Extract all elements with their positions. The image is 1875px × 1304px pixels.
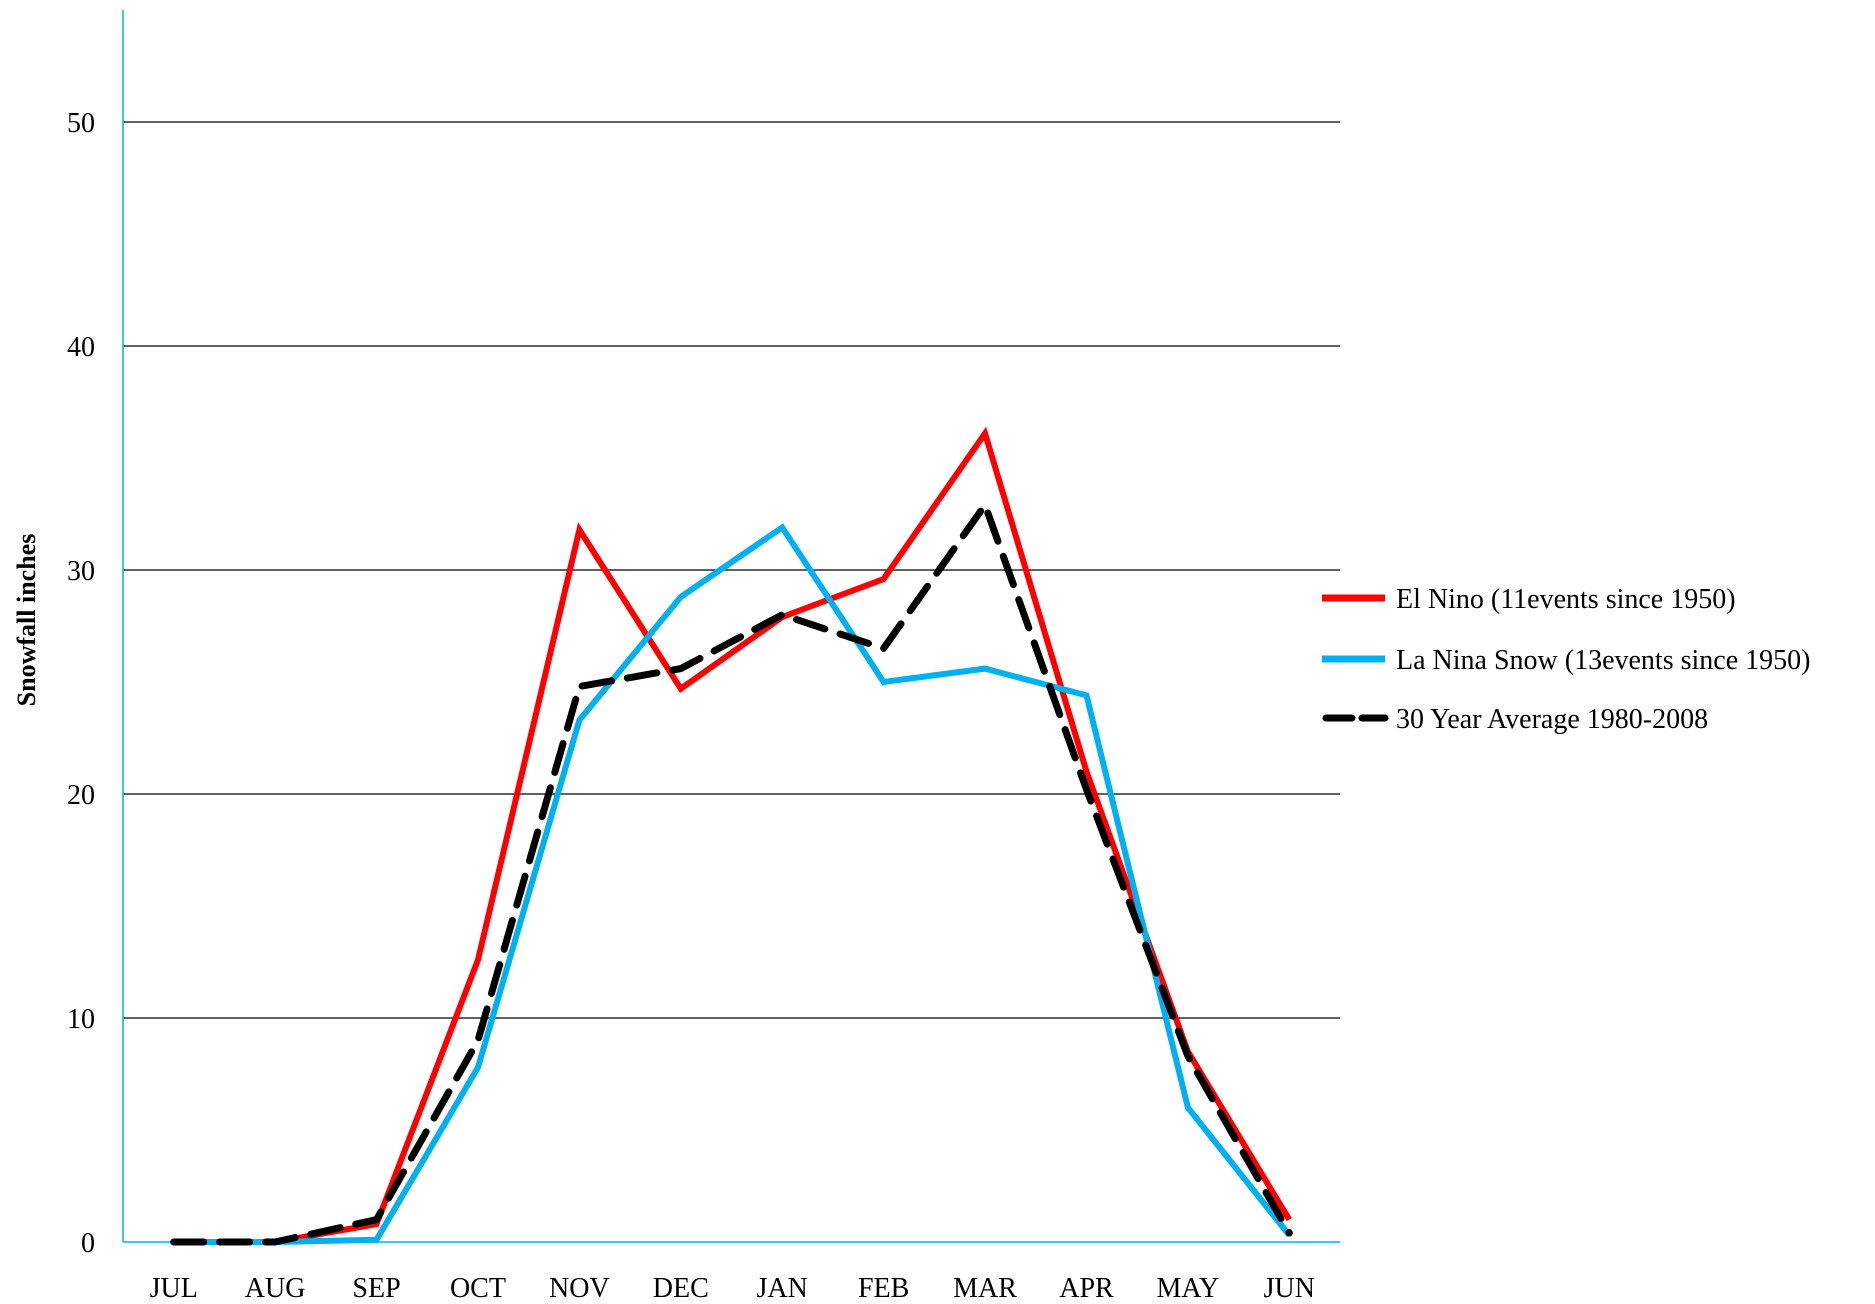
y-tick-label: 50 bbox=[67, 108, 95, 139]
x-tick-label: MAR bbox=[953, 1273, 1017, 1304]
series-lines bbox=[170, 426, 1293, 1246]
legend-label: La Nina Snow (13events since 1950) bbox=[1396, 645, 1810, 676]
legend: El Nino (11events since 1950) La Nina Sno… bbox=[1322, 584, 1810, 735]
y-tick-label: 40 bbox=[67, 332, 95, 363]
y-tick-label: 30 bbox=[67, 556, 95, 587]
x-tick-label: APR bbox=[1059, 1273, 1114, 1304]
x-tick-label: JAN bbox=[757, 1273, 808, 1304]
series-line-2 bbox=[170, 497, 1293, 1246]
x-tick-label: NOV bbox=[549, 1273, 610, 1304]
y-tick-label: 20 bbox=[67, 780, 95, 811]
y-tick-label: 0 bbox=[81, 1228, 95, 1259]
y-tick-labels: 0 10 20 30 40 50 bbox=[67, 108, 95, 1259]
series-line-0 bbox=[173, 426, 1292, 1245]
x-tick-label: DEC bbox=[653, 1273, 709, 1304]
series-line-1 bbox=[173, 523, 1292, 1245]
x-tick-label: MAY bbox=[1156, 1273, 1219, 1304]
gridlines bbox=[123, 121, 1340, 1019]
x-tick-label: AUG bbox=[245, 1273, 306, 1304]
x-tick-label: FEB bbox=[858, 1273, 909, 1304]
y-axis-title: Snowfall inches bbox=[12, 534, 41, 707]
legend-label: 30 Year Average 1980-2008 bbox=[1396, 704, 1708, 735]
x-tick-label: SEP bbox=[352, 1273, 400, 1304]
x-tick-label: OCT bbox=[450, 1273, 506, 1304]
x-tick-label: JUL bbox=[150, 1273, 198, 1304]
axes bbox=[122, 10, 1340, 1243]
legend-label: El Nino (11events since 1950) bbox=[1396, 584, 1736, 615]
x-tick-labels: JUL AUG SEP OCT NOV DEC JAN FEB MAR APR MAY JUN bbox=[150, 1273, 1315, 1304]
y-tick-label: 10 bbox=[67, 1004, 95, 1035]
x-tick-label: JUN bbox=[1264, 1273, 1315, 1304]
